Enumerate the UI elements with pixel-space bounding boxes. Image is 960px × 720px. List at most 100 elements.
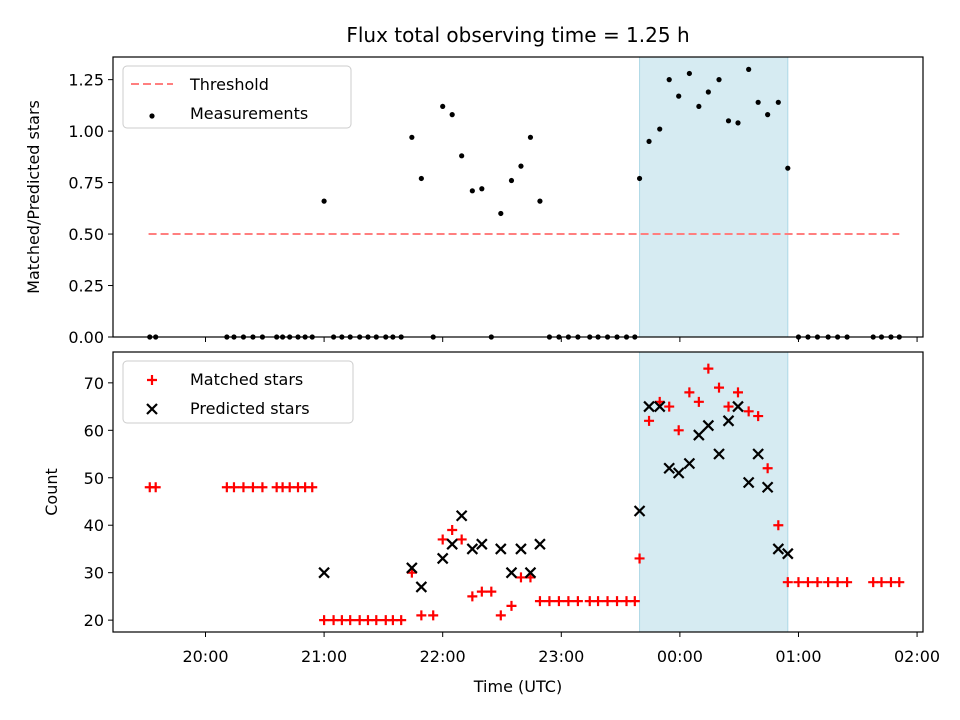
predicted-star-marker — [633, 505, 646, 517]
matched-star-marker — [495, 610, 506, 621]
legend-box — [122, 65, 352, 129]
x-tick-label: 01:00 — [775, 647, 821, 666]
predicted-star-marker — [752, 448, 764, 460]
matched-star-marker — [506, 600, 517, 611]
matched-star-marker — [437, 534, 448, 545]
measurement-point — [746, 66, 752, 72]
matched-star-marker — [247, 482, 258, 493]
predicted-star-marker — [534, 538, 546, 550]
measurement-point — [785, 165, 791, 171]
y-tick-label: 50 — [84, 469, 104, 488]
predicted-star-marker — [683, 457, 696, 470]
measurement-point — [657, 126, 663, 132]
legend-measurement-swatch — [149, 113, 155, 119]
legend-box — [122, 360, 354, 424]
predicted-star-marker — [466, 543, 479, 555]
predicted-star-marker — [495, 543, 507, 555]
measurement-point — [636, 175, 643, 182]
predicted-star-marker — [415, 581, 428, 593]
matched-star-marker — [894, 577, 905, 588]
matched-star-marker — [723, 401, 734, 412]
matched-star-marker — [693, 396, 704, 407]
measurement-point — [469, 188, 475, 194]
matched-star-marker — [782, 577, 793, 588]
highlight-span — [639, 56, 789, 338]
matched-star-marker — [563, 596, 574, 607]
legend-label: Matched stars — [190, 370, 303, 389]
predicted-star-marker — [505, 566, 518, 579]
predicted-star-marker — [318, 566, 330, 579]
x-tick-label: 02:00 — [894, 647, 940, 666]
measurement-point — [765, 112, 771, 118]
matched-star-marker — [476, 586, 487, 597]
matched-star-marker — [753, 411, 764, 422]
measurement-point — [518, 163, 524, 169]
matched-star-marker — [673, 425, 684, 436]
legend-label: Predicted stars — [190, 399, 310, 418]
x-tick-label: 20:00 — [182, 647, 228, 666]
axes-frame — [112, 351, 924, 633]
legend-matched-swatch — [147, 375, 157, 385]
x-tick-label: 00:00 — [657, 647, 703, 666]
x-tick-label: 21:00 — [301, 647, 347, 666]
predicted-star-marker — [782, 547, 794, 560]
measurement-point — [775, 99, 781, 105]
matched-star-marker — [572, 596, 583, 607]
measurement-point — [418, 175, 424, 182]
x-tick-label: 22:00 — [420, 647, 466, 666]
matched-star-marker — [612, 596, 623, 607]
measurement-point — [440, 103, 446, 110]
predicted-star-marker — [772, 543, 785, 555]
matched-star-marker — [793, 577, 804, 588]
matched-star-marker — [832, 577, 843, 588]
measurement-point — [716, 77, 722, 83]
predicted-star-marker — [653, 400, 666, 413]
matched-star-marker — [602, 596, 613, 607]
measurement-point — [508, 177, 515, 184]
measurement-point — [459, 153, 465, 159]
matched-star-marker — [319, 615, 330, 626]
y-tick-label: 20 — [84, 611, 104, 630]
matched-star-marker — [644, 415, 655, 426]
legend-label: Measurements — [190, 104, 308, 123]
predicted-star-marker — [761, 481, 774, 494]
matched-star-marker — [307, 482, 318, 493]
x-tick-label: 23:00 — [538, 647, 584, 666]
predicted-star-marker — [722, 415, 735, 427]
matched-star-marker — [371, 615, 382, 626]
matched-star-marker — [515, 572, 526, 583]
predicted-star-marker — [713, 448, 725, 460]
matched-star-marker — [842, 577, 853, 588]
chart-title: Flux total observing time = 1.25 h — [346, 23, 689, 47]
measurement-point — [686, 70, 692, 77]
y-tick-label: 30 — [84, 564, 104, 583]
predicted-star-marker — [732, 400, 744, 413]
measurement-point — [725, 118, 732, 124]
matched-star-marker — [823, 577, 834, 588]
predicted-star-marker — [643, 400, 655, 413]
y-tick-label: 0.25 — [68, 277, 104, 296]
matched-star-marker — [416, 610, 427, 621]
predicted-star-marker — [742, 476, 755, 489]
measurement-point — [705, 89, 711, 95]
measurement-point — [321, 198, 327, 204]
measurement-point — [527, 134, 534, 140]
matched-star-marker — [150, 482, 161, 493]
matched-star-marker — [447, 524, 458, 535]
ratio-panel: 0.00 0.25 0.50 0.75 1.00 1.25 Matched/Predicte… — [24, 56, 924, 347]
y-tick-label: 0.00 — [68, 328, 104, 347]
predicted-star-marker — [524, 566, 537, 579]
y-tick-label: 0.75 — [68, 174, 104, 193]
measurement-point — [676, 93, 682, 99]
matched-star-marker — [664, 401, 675, 412]
y-tick-label: 60 — [84, 421, 104, 440]
highlight-span — [639, 351, 789, 633]
predicted-star-marker — [693, 429, 705, 441]
y-axis-label: Matched/Predicted stars — [24, 100, 43, 294]
y-tick-label: 40 — [84, 516, 104, 535]
matched-star-marker — [732, 387, 743, 398]
matched-star-marker — [544, 596, 555, 607]
matched-star-marker — [486, 586, 497, 597]
measurement-point — [646, 138, 652, 145]
